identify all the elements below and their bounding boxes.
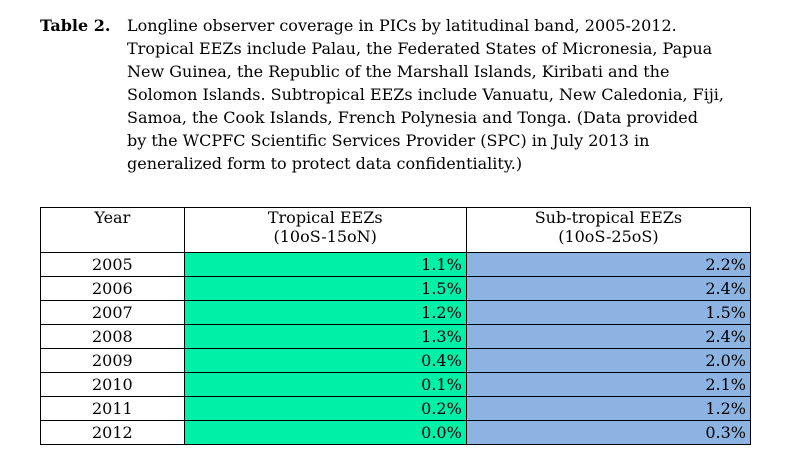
caption-line: New Guinea, the Republic of the Marshall… bbox=[127, 62, 670, 81]
caption-line: Solomon Islands. Subtropical EEZs includ… bbox=[127, 85, 724, 104]
table-header-row: Year Tropical EEZs (10oS-15oN) Sub-tropi… bbox=[40, 207, 752, 253]
header-tropical-title: Tropical EEZs bbox=[267, 208, 383, 227]
cell-subtropical: 2.4% bbox=[465, 276, 752, 301]
caption-line: generalized form to protect data confide… bbox=[127, 154, 523, 173]
cell-year: 2005 bbox=[40, 252, 185, 277]
cell-subtropical: 2.0% bbox=[465, 348, 752, 373]
header-year: Year bbox=[40, 207, 185, 253]
caption-text: Longline observer coverage in PICs by la… bbox=[127, 14, 777, 175]
table-row: 2011 0.2% 1.2% bbox=[40, 396, 752, 421]
cell-year: 2006 bbox=[40, 276, 185, 301]
header-tropical-range: (10oS-15oN) bbox=[273, 227, 377, 246]
table-row: 2010 0.1% 2.1% bbox=[40, 372, 752, 397]
caption-label: Table 2. bbox=[40, 16, 111, 35]
cell-subtropical: 2.2% bbox=[465, 252, 752, 277]
table-row: 2007 1.2% 1.5% bbox=[40, 300, 752, 325]
table-row: 2008 1.3% 2.4% bbox=[40, 324, 752, 349]
cell-tropical: 0.4% bbox=[183, 348, 467, 373]
cell-subtropical: 1.2% bbox=[465, 396, 752, 421]
header-subtropical-title: Sub-tropical EEZs bbox=[534, 208, 683, 227]
caption-line: by the WCPFC Scientific Services Provide… bbox=[127, 131, 650, 150]
cell-year: 2007 bbox=[40, 300, 185, 325]
caption-line: Samoa, the Cook Islands, French Polynesi… bbox=[127, 108, 699, 127]
cell-year: 2011 bbox=[40, 396, 185, 421]
cell-subtropical: 1.5% bbox=[465, 300, 752, 325]
cell-tropical: 1.5% bbox=[183, 276, 467, 301]
cell-subtropical: 0.3% bbox=[465, 420, 752, 445]
header-subtropical-range: (10oS-25oS) bbox=[558, 227, 659, 246]
cell-year: 2012 bbox=[40, 420, 185, 445]
cell-tropical: 1.2% bbox=[183, 300, 467, 325]
cell-year: 2009 bbox=[40, 348, 185, 373]
table-row: 2006 1.5% 2.4% bbox=[40, 276, 752, 301]
table-row: 2012 0.0% 0.3% bbox=[40, 420, 752, 445]
cell-subtropical: 2.4% bbox=[465, 324, 752, 349]
cell-year: 2010 bbox=[40, 372, 185, 397]
cell-tropical: 0.2% bbox=[183, 396, 467, 421]
header-subtropical: Sub-tropical EEZs (10oS-25oS) bbox=[465, 207, 752, 253]
table-row: 2009 0.4% 2.0% bbox=[40, 348, 752, 373]
table-row: 2005 1.1% 2.2% bbox=[40, 252, 752, 277]
caption-line: Longline observer coverage in PICs by la… bbox=[127, 16, 677, 35]
header-tropical: Tropical EEZs (10oS-15oN) bbox=[183, 207, 467, 253]
cell-tropical: 0.1% bbox=[183, 372, 467, 397]
cell-subtropical: 2.1% bbox=[465, 372, 752, 397]
cell-tropical: 0.0% bbox=[183, 420, 467, 445]
cell-tropical: 1.3% bbox=[183, 324, 467, 349]
cell-year: 2008 bbox=[40, 324, 185, 349]
cell-tropical: 1.1% bbox=[183, 252, 467, 277]
table-body: 2005 1.1% 2.2% 2006 1.5% 2.4% 2007 1.2% 1.5% 2008… bbox=[40, 252, 752, 445]
coverage-table: Year Tropical EEZs (10oS-15oN) Sub-tropi… bbox=[40, 207, 752, 445]
caption-line: Tropical EEZs include Palau, the Federat… bbox=[127, 39, 713, 58]
